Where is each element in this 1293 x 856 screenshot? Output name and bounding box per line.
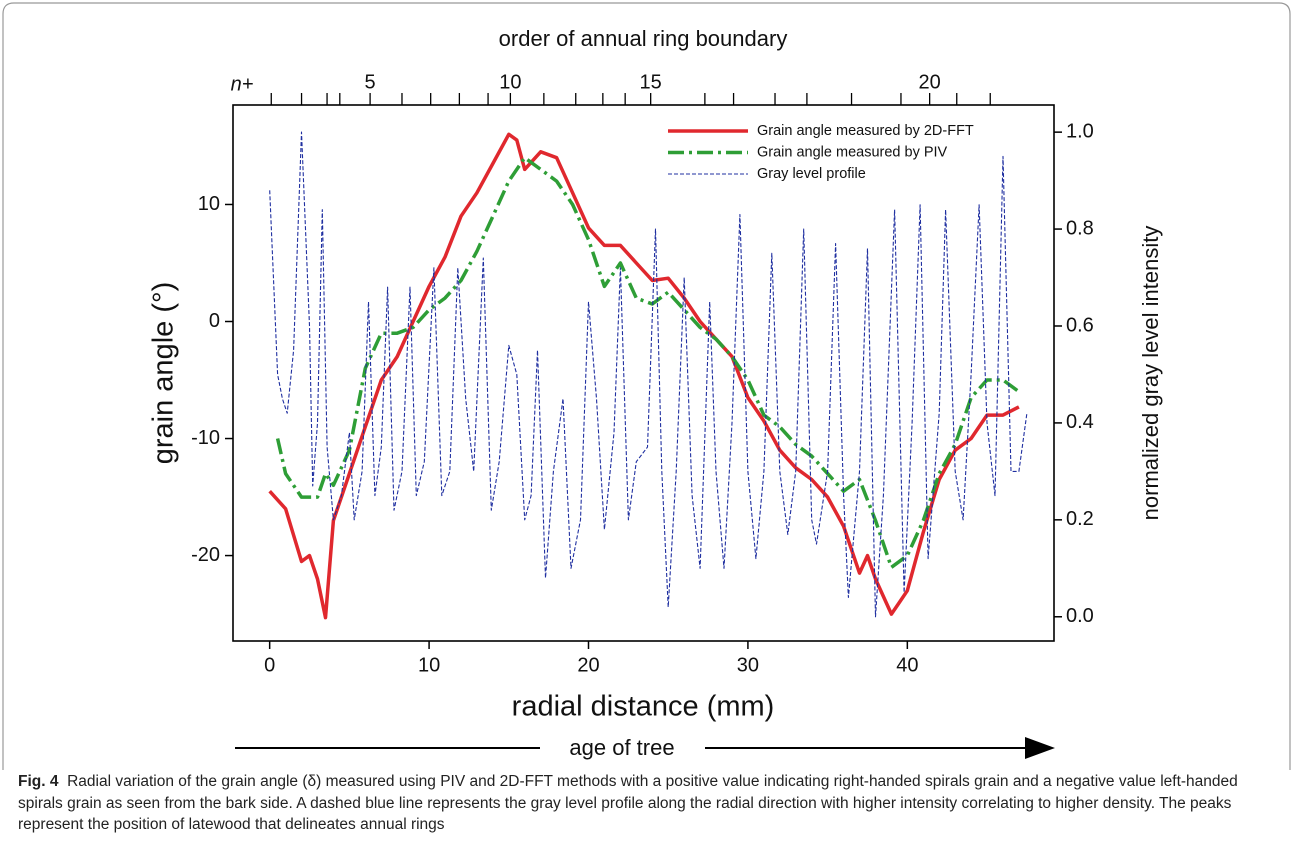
y-tick-label: 0 xyxy=(209,310,220,332)
x-tick-label: 30 xyxy=(737,654,759,676)
x-tick-label: 40 xyxy=(896,654,918,676)
x-tick-label: 10 xyxy=(418,654,440,676)
arrow-head xyxy=(1025,737,1055,759)
legend-label: Gray level profile xyxy=(757,166,866,182)
caption-text: Radial variation of the grain angle (δ) … xyxy=(18,773,1238,833)
arrow-label-bg xyxy=(540,734,705,762)
x2-tick-label: 20 xyxy=(919,71,941,93)
y2-tick-label: 1.0 xyxy=(1066,120,1094,142)
arrow-label: age of tree xyxy=(569,735,674,760)
top-axis-title: order of annual ring boundary xyxy=(499,26,788,51)
legend-label: Grain angle measured by PIV xyxy=(757,144,948,160)
y-tick-label: 10 xyxy=(198,193,220,215)
frame xyxy=(2,2,1291,770)
plot-area xyxy=(232,104,1055,642)
y-tick-label: -20 xyxy=(191,544,220,566)
x2-tick-label: 10 xyxy=(499,71,521,93)
caption-label: Fig. 4 xyxy=(18,773,59,790)
series-line xyxy=(269,131,1028,618)
x-axis-title: radial distance (mm) xyxy=(512,691,775,723)
x-tick-label: 0 xyxy=(264,654,275,676)
y2-tick-label: 0.6 xyxy=(1066,314,1094,336)
y2-tick-label: 0.2 xyxy=(1066,508,1094,530)
y2-axis-title: normalized gray level intensity xyxy=(1138,226,1163,521)
caption: Fig. 4 Radial variation of the grain ang… xyxy=(18,771,1268,836)
x-tick-label: 20 xyxy=(577,654,599,676)
x2-tick-label: 15 xyxy=(640,71,662,93)
top-axis-prefix: n+ xyxy=(231,73,254,95)
y-axis-title: grain angle (°) xyxy=(148,282,180,464)
chart: order of annual ring boundary n+ radial … xyxy=(2,2,1291,770)
series-line xyxy=(268,132,1020,620)
y2-tick-label: 0.8 xyxy=(1066,217,1094,239)
y2-tick-label: 0.0 xyxy=(1066,605,1094,627)
legend-label: Grain angle measured by 2D-FFT xyxy=(757,123,974,139)
x2-tick-label: 5 xyxy=(365,71,376,93)
y2-tick-label: 0.4 xyxy=(1066,411,1094,433)
y-tick-label: -10 xyxy=(191,427,220,449)
